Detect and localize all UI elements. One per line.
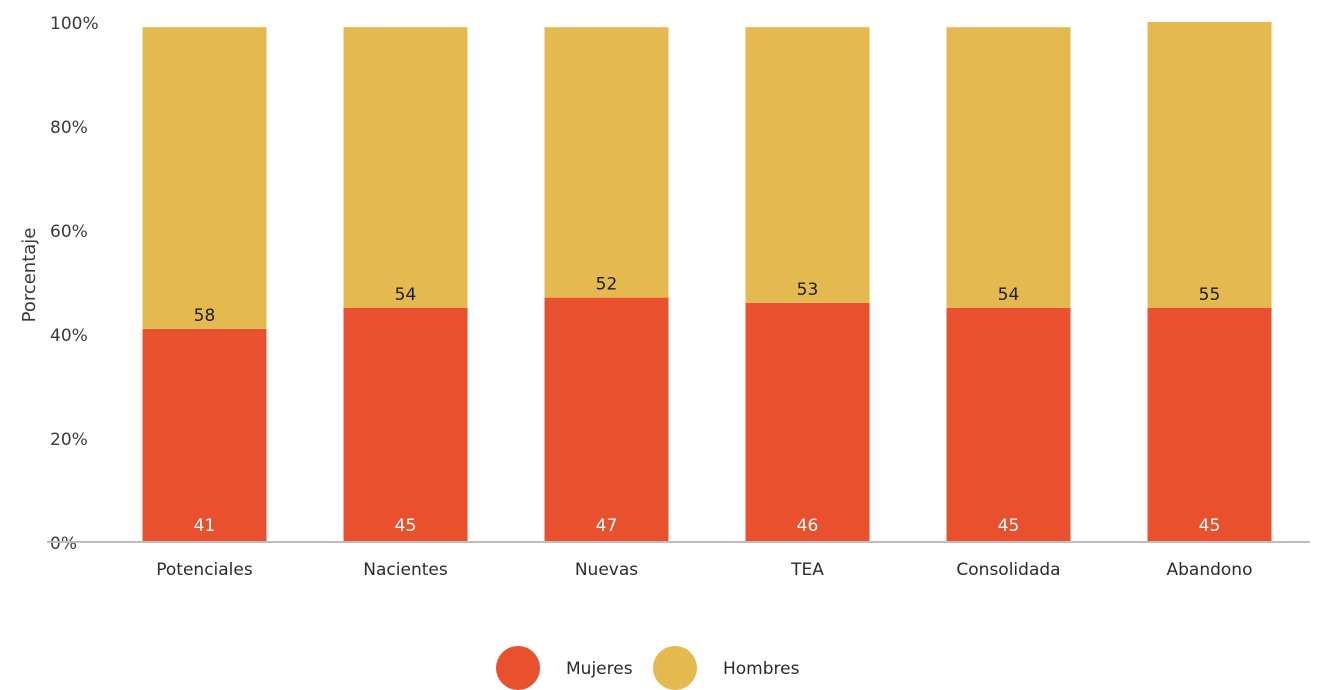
data-label-mujeres: 41 — [194, 516, 216, 536]
data-label-hombres: 55 — [1199, 285, 1221, 305]
x-tick-label: Nuevas — [575, 560, 638, 580]
y-tick-label: 20% — [50, 430, 88, 450]
data-label-hombres: 52 — [596, 275, 618, 295]
y-tick-label: 40% — [50, 326, 88, 346]
bar-segment-hombres-nuevas — [544, 27, 669, 298]
data-label-hombres: 54 — [395, 285, 417, 305]
bar-segment-hombres-abandono — [1147, 22, 1272, 308]
data-label-mujeres: 45 — [1199, 516, 1221, 536]
data-label-mujeres: 47 — [596, 516, 618, 536]
y-axis-ticks: 0% 20% 40% 60% 80% 100% — [50, 14, 99, 554]
y-axis-title: Porcentaje — [19, 228, 40, 323]
bar-segment-hombres-tea — [745, 27, 870, 303]
data-label-hombres: 53 — [797, 280, 819, 300]
x-tick-label: TEA — [790, 560, 824, 580]
y-tick-label: 60% — [50, 222, 88, 242]
data-label-mujeres: 45 — [395, 516, 417, 536]
data-label-hombres: 54 — [998, 285, 1020, 305]
x-tick-label: Nacientes — [363, 560, 448, 580]
bar-segment-mujeres-potenciales — [142, 328, 267, 542]
x-tick-label: Potenciales — [156, 560, 253, 580]
bar-segment-hombres-nacientes — [343, 27, 468, 308]
legend-swatch-hombres — [653, 646, 697, 690]
y-tick-label: 100% — [50, 14, 99, 34]
bar-segment-mujeres-consolidada — [946, 308, 1071, 542]
bar-segment-mujeres-abandono — [1147, 308, 1272, 542]
bars-group: 41 58 45 54 47 52 46 53 45 54 45 55 — [142, 22, 1272, 542]
data-label-hombres: 58 — [194, 306, 216, 326]
x-tick-label: Abandono — [1167, 560, 1253, 580]
legend-label-hombres: Hombres — [723, 659, 800, 679]
x-tick-label: Consolidada — [956, 560, 1060, 580]
y-tick-label: 80% — [50, 118, 88, 138]
y-tick-label: 0% — [50, 534, 77, 554]
bar-segment-hombres-potenciales — [142, 27, 267, 329]
data-label-mujeres: 45 — [998, 516, 1020, 536]
bar-segment-hombres-consolidada — [946, 27, 1071, 308]
legend: Mujeres Hombres — [496, 646, 800, 690]
bar-segment-mujeres-tea — [745, 302, 870, 542]
legend-swatch-mujeres — [496, 646, 540, 690]
x-axis-labels: Potenciales Nacientes Nuevas TEA Consolidada… — [156, 560, 1252, 580]
bar-segment-mujeres-nuevas — [544, 297, 669, 542]
data-label-mujeres: 46 — [797, 516, 819, 536]
bar-segment-mujeres-nacientes — [343, 308, 468, 542]
legend-label-mujeres: Mujeres — [566, 659, 633, 679]
